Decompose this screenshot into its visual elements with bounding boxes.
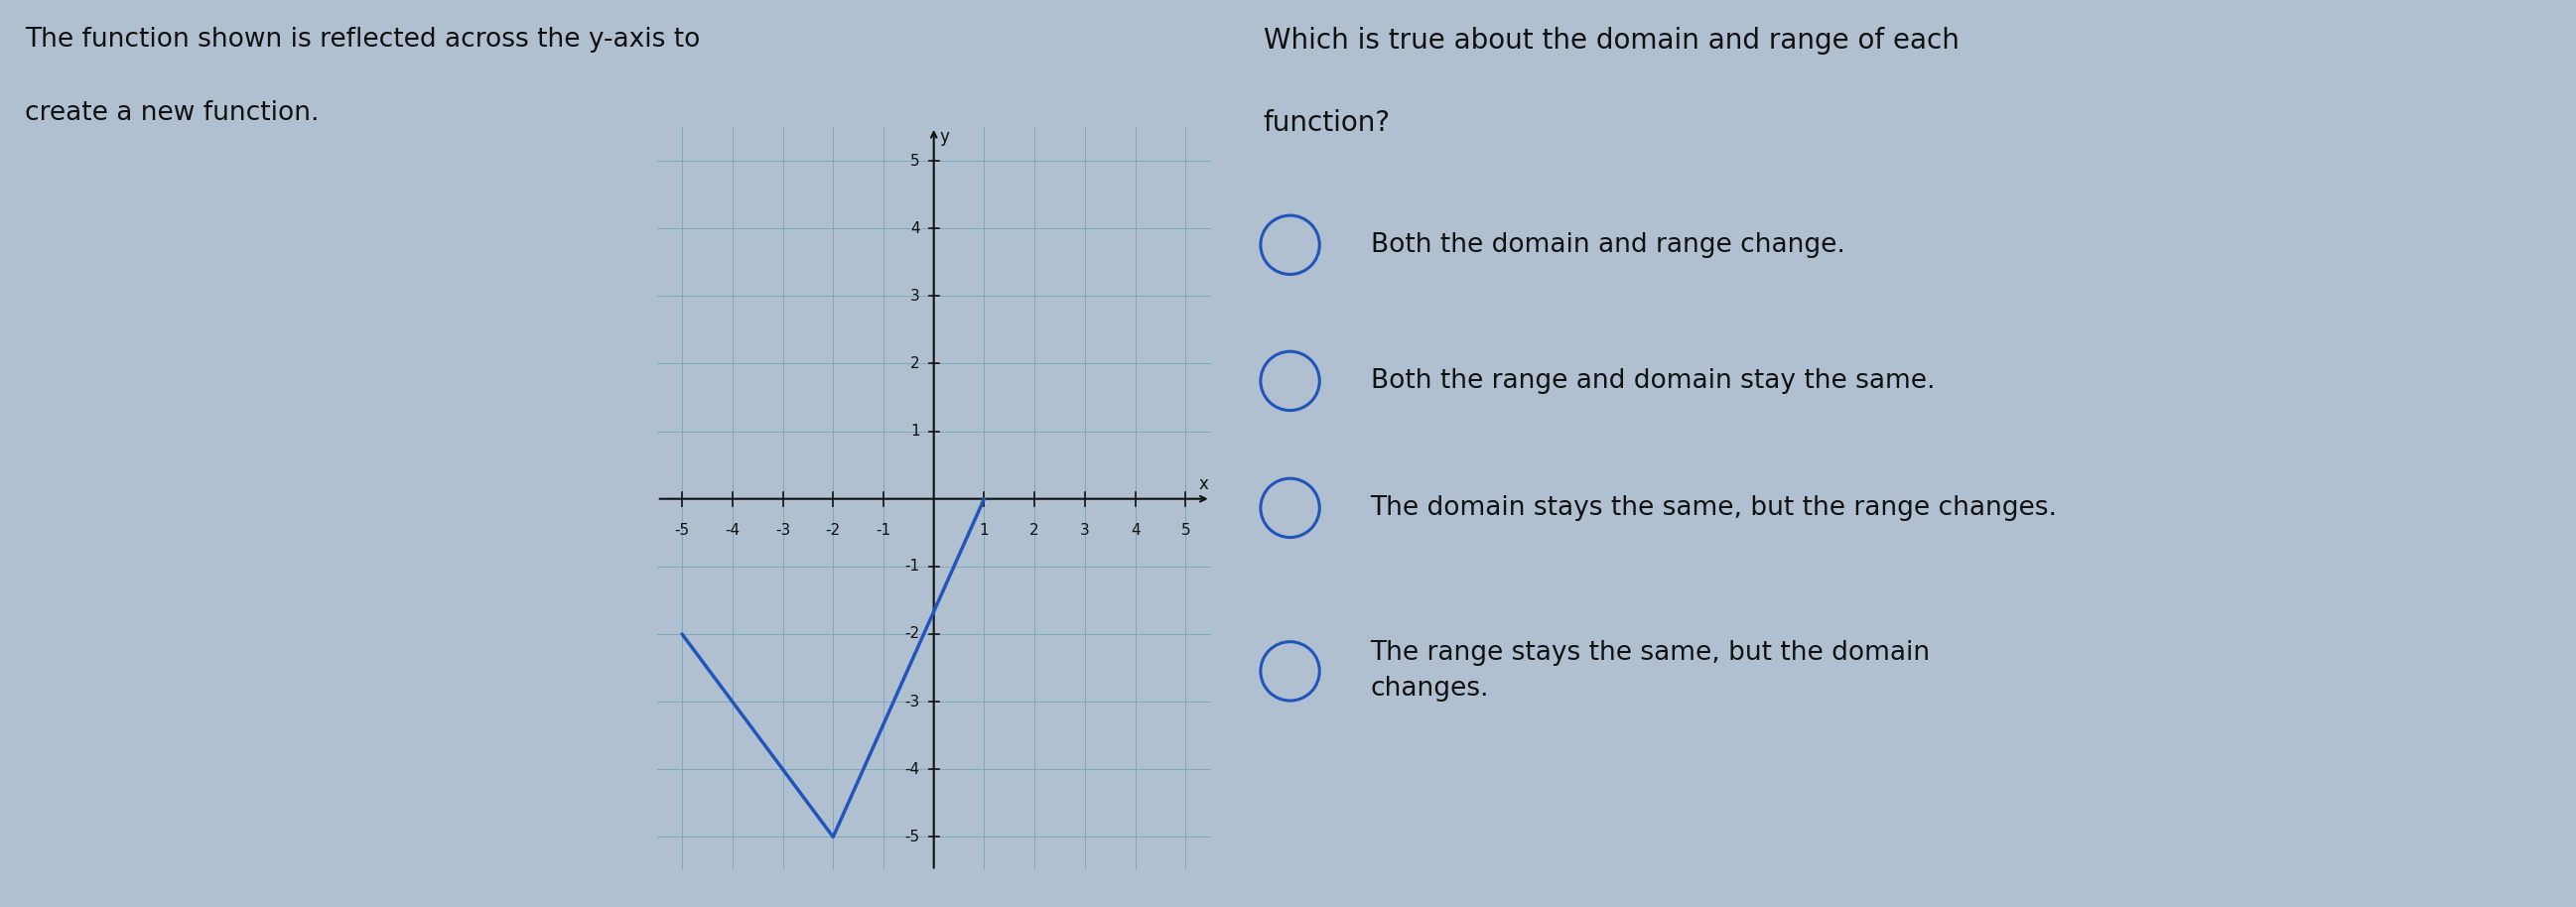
Text: -4: -4 (724, 522, 739, 538)
Text: -5: -5 (904, 830, 920, 844)
Text: create a new function.: create a new function. (26, 100, 319, 125)
Text: y: y (940, 128, 951, 146)
Text: The range stays the same, but the domain
changes.: The range stays the same, but the domain… (1370, 640, 1929, 702)
Text: -3: -3 (904, 694, 920, 709)
Text: -2: -2 (904, 627, 920, 641)
Text: 1: 1 (979, 522, 989, 538)
Text: 5: 5 (909, 153, 920, 168)
Text: The domain stays the same, but the range changes.: The domain stays the same, but the range… (1370, 495, 2058, 521)
Text: -1: -1 (904, 559, 920, 574)
Text: 2: 2 (1030, 522, 1038, 538)
Text: -1: -1 (876, 522, 891, 538)
Text: function?: function? (1262, 109, 1391, 137)
Text: -5: -5 (675, 522, 690, 538)
Text: The function shown is reflected across the y-axis to: The function shown is reflected across t… (26, 27, 701, 53)
Text: 4: 4 (1131, 522, 1141, 538)
Text: 4: 4 (909, 221, 920, 236)
Text: Both the domain and range change.: Both the domain and range change. (1370, 232, 1844, 258)
Text: -3: -3 (775, 522, 791, 538)
Text: 3: 3 (1079, 522, 1090, 538)
Text: 5: 5 (1180, 522, 1190, 538)
Text: 1: 1 (909, 424, 920, 439)
Text: 2: 2 (909, 356, 920, 371)
Text: -2: -2 (824, 522, 840, 538)
Text: -4: -4 (904, 762, 920, 776)
Text: Both the range and domain stay the same.: Both the range and domain stay the same. (1370, 368, 1935, 394)
Text: x: x (1198, 475, 1208, 493)
Text: 3: 3 (909, 288, 920, 304)
Text: Which is true about the domain and range of each: Which is true about the domain and range… (1262, 27, 1958, 55)
